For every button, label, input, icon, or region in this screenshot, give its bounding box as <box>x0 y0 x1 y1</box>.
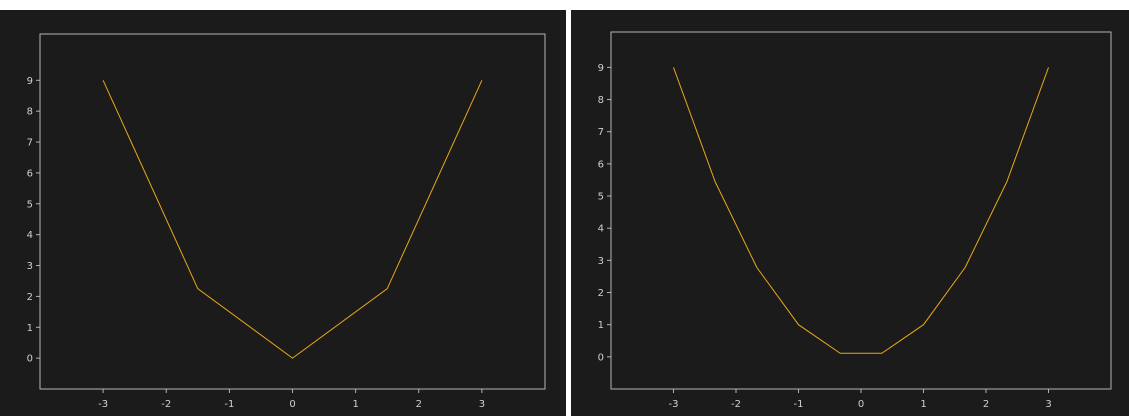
x-tick-label: 2 <box>983 399 989 410</box>
y-tick-label: 1 <box>27 323 33 334</box>
y-tick-label: 4 <box>598 224 604 235</box>
y-tick-label: 8 <box>598 95 604 106</box>
line-chart-left: 0 1 2 3 4 5 6 7 8 9 -3 -2 -1 0 1 2 3 <box>27 33 546 410</box>
y-tick-label: 9 <box>27 76 33 87</box>
line-chart-right: 0 1 2 3 4 5 6 7 8 9 -3 -2 -1 0 1 2 3 <box>598 31 1112 410</box>
x-tick-label: 3 <box>479 399 485 410</box>
x-tick-label: -2 <box>161 399 171 410</box>
series-line-right <box>673 67 1049 354</box>
x-tick-label: 1 <box>920 399 926 410</box>
y-tick-label: 6 <box>27 168 33 179</box>
y-tick-label: 3 <box>27 261 33 272</box>
chart-panel-right: 0 1 2 3 4 5 6 7 8 9 -3 -2 -1 0 1 2 3 <box>571 10 1129 416</box>
y-tick-label: 3 <box>598 256 604 267</box>
x-tick-label: 1 <box>352 399 358 410</box>
y-tick-label: 6 <box>598 159 604 170</box>
y-tick-label: 2 <box>598 288 604 299</box>
x-tick-label: 3 <box>1045 399 1051 410</box>
y-tick-label: 4 <box>27 230 33 241</box>
y-tick-label: 5 <box>27 199 33 210</box>
x-tick-label: 0 <box>289 399 295 410</box>
y-tick-label: 2 <box>27 292 33 303</box>
x-tick-label: 0 <box>858 399 864 410</box>
y-tick-label: 0 <box>27 354 33 365</box>
x-tick-label: -2 <box>731 399 741 410</box>
chart-panel-left: 0 1 2 3 4 5 6 7 8 9 -3 -2 -1 0 1 2 3 <box>0 10 566 416</box>
series-line-left <box>102 80 483 359</box>
y-tick-label: 1 <box>598 320 604 331</box>
y-tick-label: 0 <box>598 352 604 363</box>
y-tick-label: 7 <box>598 127 604 138</box>
x-tick-label: 2 <box>416 399 422 410</box>
y-tick-label: 5 <box>598 192 604 203</box>
x-tick-label: -1 <box>794 399 804 410</box>
y-tick-label: 8 <box>27 107 33 118</box>
x-tick-label: -3 <box>669 399 679 410</box>
x-tick-label: -1 <box>224 399 234 410</box>
plot-frame <box>39 33 546 390</box>
y-tick-label: 9 <box>598 63 604 74</box>
plot-frame <box>610 31 1112 390</box>
x-tick-label: -3 <box>98 399 108 410</box>
y-tick-label: 7 <box>27 138 33 149</box>
